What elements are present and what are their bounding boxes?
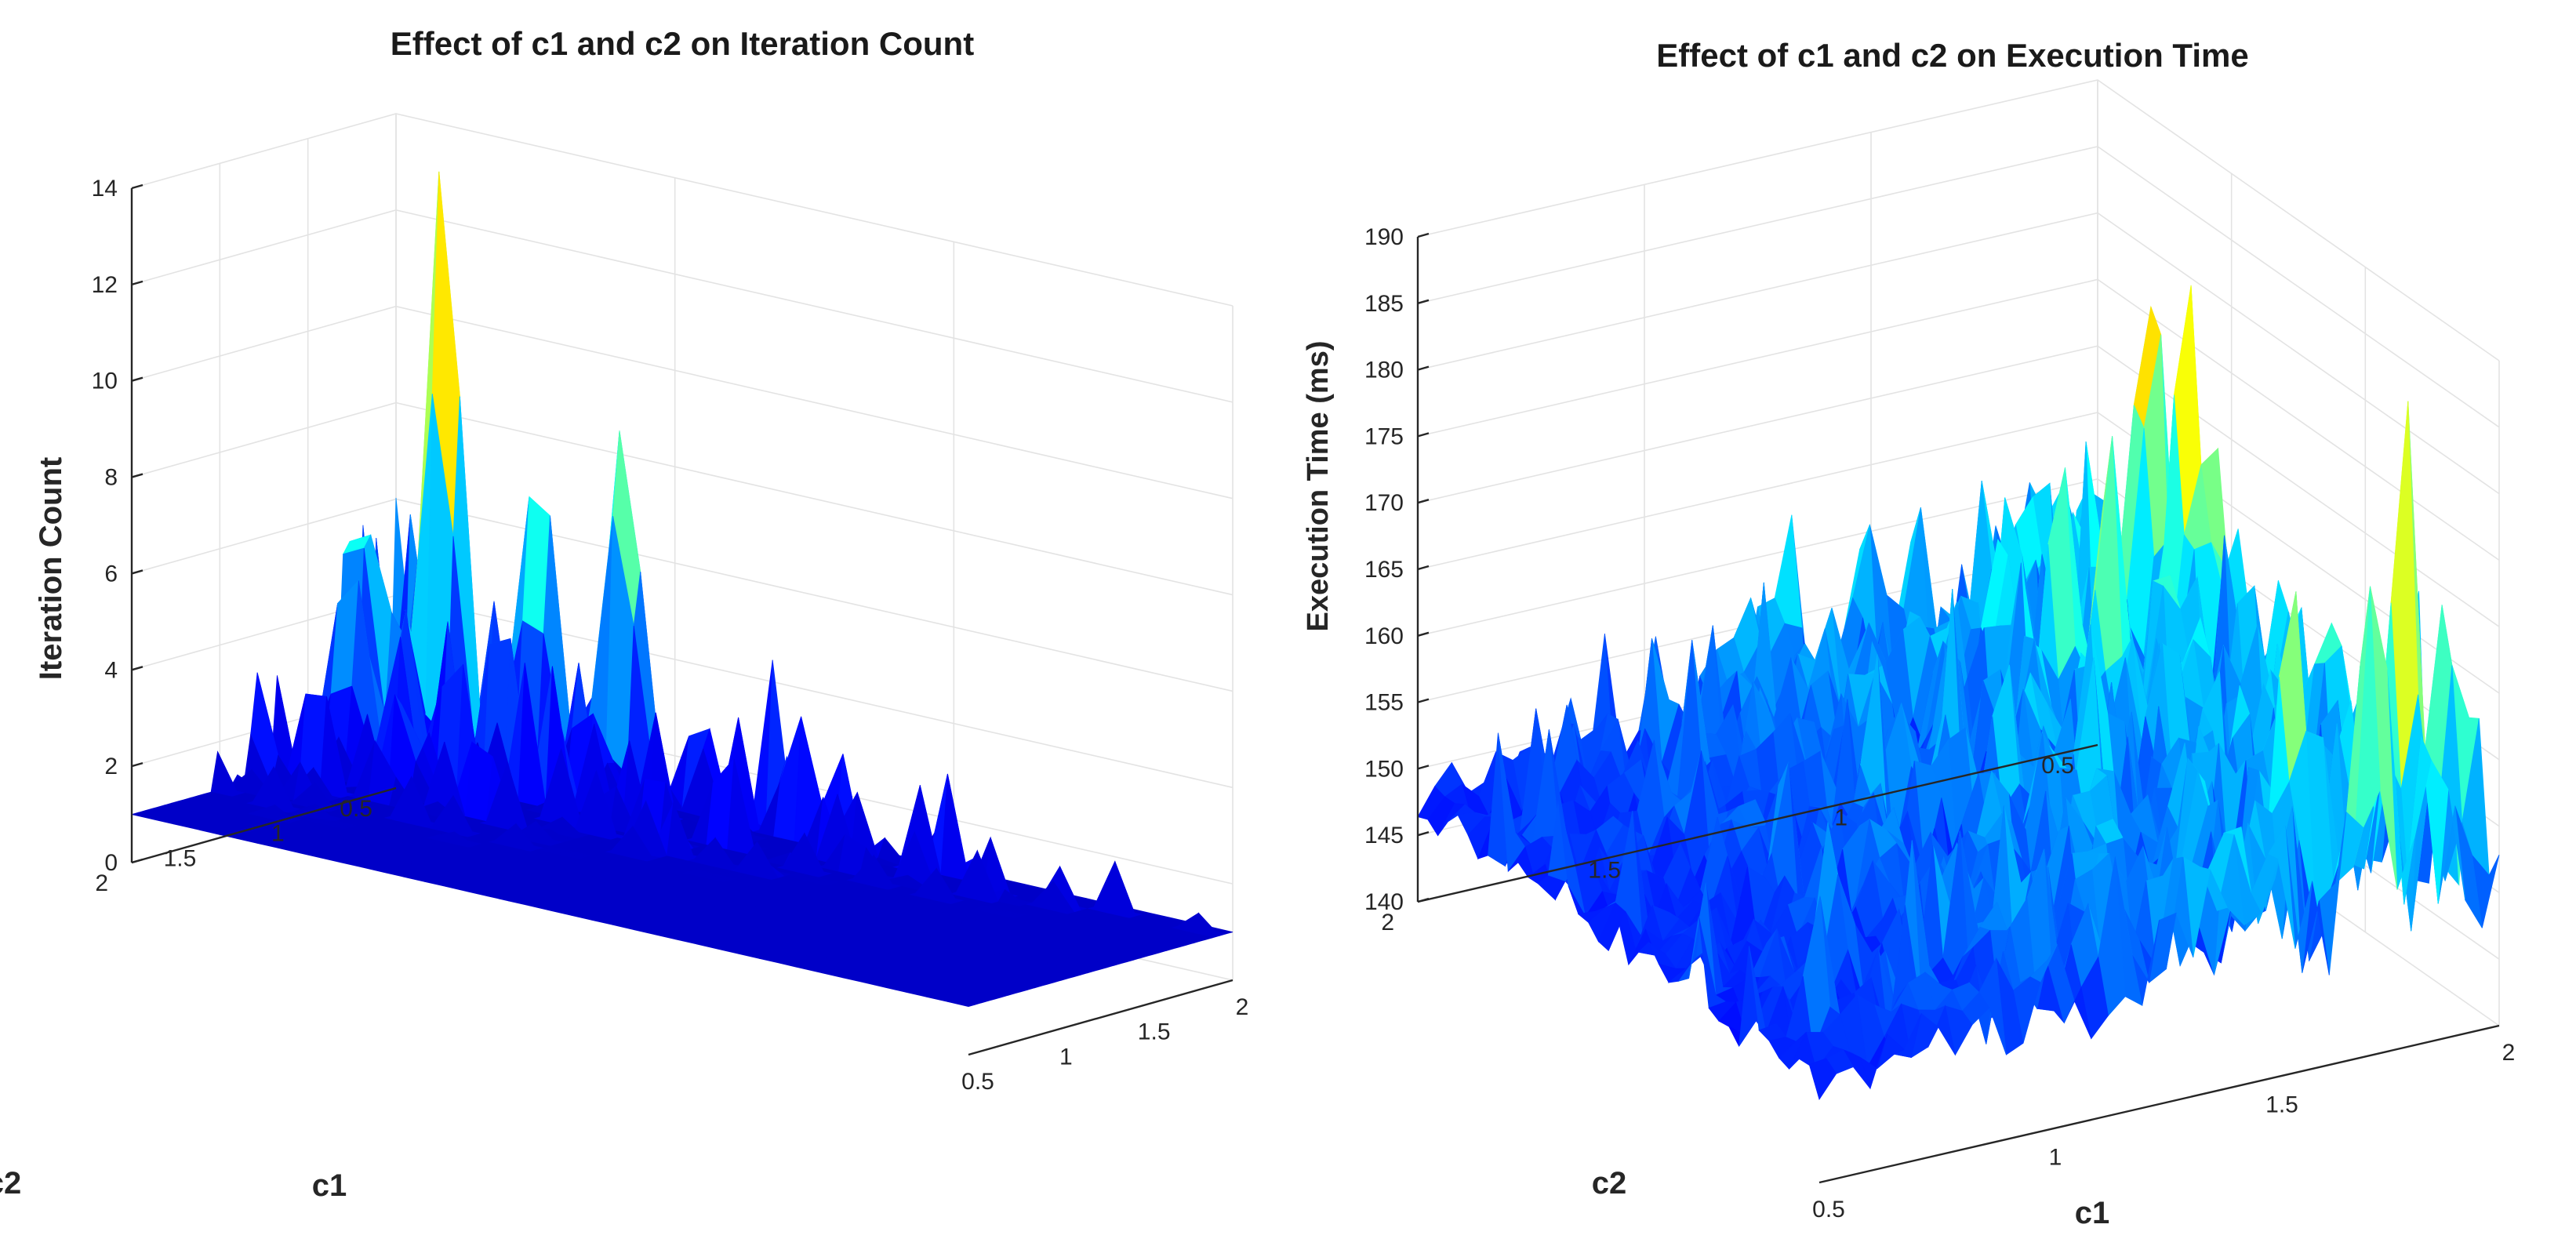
z-tick-mark [1417,432,1430,438]
c2-tick-label: 2 [95,870,108,896]
z-tick-mark [1417,365,1430,371]
execution-time-plot: Effect of c1 and c2 on Execution Time 14… [1302,37,2515,1230]
z-tick-mark [1417,631,1430,637]
z-tick-label: 140 [1364,889,1404,915]
c1-tick-label: 1 [2049,1144,2062,1170]
z-tick-mark [131,376,144,382]
z-tick-mark [1417,232,1430,238]
c1-tick-label: 1.5 [2265,1092,2298,1118]
z-tick-label: 170 [1364,490,1404,516]
z-tick-label: 165 [1364,557,1404,583]
c2-tick-label: 1 [1834,805,1848,831]
c1-tick-label: 1.5 [1138,1019,1171,1045]
x-axis-label: c1 [312,1168,347,1203]
c2-tick-label: 2 [1381,910,1394,935]
c2-tick-label: 0.5 [2041,753,2074,779]
axes-lines [130,183,1234,1056]
surface-mesh [131,171,1234,1008]
c2-tick-label: 1 [271,821,285,847]
y-axis-label: c2 [0,1166,21,1201]
surface-patch [947,999,976,1008]
z-tick-label: 8 [104,465,118,491]
tick-labels: 140 145 150 155 160 165 170 175 180 185 190 0.5 1 1.5… [1364,224,2515,1222]
z-axis-label: Execution Time (ms) [1302,341,1335,632]
surface-patch [1808,1058,1837,1100]
c1-axis-line [1818,1024,2500,1184]
z-tick-label: 6 [104,561,118,587]
c2-axis-line [1417,743,2098,903]
z-tick-label: 150 [1364,756,1404,782]
axes-lines [1416,232,2500,1184]
z-tick-mark [1417,698,1430,703]
z-tick-label: 160 [1364,623,1404,649]
z-tick-label: 145 [1364,823,1404,848]
c2-tick-label: 0.5 [340,796,372,822]
z-tick-label: 2 [104,754,118,779]
z-tick-label: 14 [92,176,118,202]
z-tick-mark [131,183,144,190]
surface-mesh [1417,285,2500,1100]
c1-tick-label: 0.5 [1812,1197,1845,1222]
chart-title: Effect of c1 and c2 on Iteration Count [391,25,974,62]
z-tick-mark [1417,831,1430,837]
y-axis-label: c2 [1592,1166,1627,1201]
z-tick-label: 175 [1364,423,1404,449]
z-axis-label: Iteration Count [34,457,68,680]
z-tick-mark [131,569,144,575]
chart-title: Effect of c1 and c2 on Execution Time [1656,37,2248,74]
z-tick-mark [131,761,144,768]
z-tick-mark [1417,299,1430,304]
c1-tick-label: 1 [1059,1044,1073,1070]
c1-tick-label: 0.5 [961,1069,994,1095]
c1-tick-label: 2 [1236,994,1249,1020]
c1-tick-label: 2 [2502,1040,2516,1066]
z-tick-mark [1417,765,1430,770]
iteration-count-plot: Effect of c1 and c2 on Iteration Count 0… [0,25,1248,1203]
z-tick-label: 180 [1364,358,1404,383]
z-tick-label: 190 [1364,224,1404,250]
x-axis-label: c1 [2075,1196,2110,1230]
z-tick-label: 0 [104,850,118,876]
z-tick-label: 155 [1364,690,1404,716]
z-tick-mark [1417,565,1430,571]
z-tick-mark [1417,897,1430,903]
z-tick-mark [131,473,144,478]
z-tick-mark [131,858,144,864]
z-tick-mark [131,666,144,671]
z-tick-mark [1417,499,1430,504]
c2-tick-label: 1.5 [164,845,197,871]
c1-axis-line [968,979,1234,1056]
z-tick-label: 12 [92,272,118,298]
z-tick-mark [131,280,144,286]
c2-tick-label: 1.5 [1588,857,1621,883]
z-tick-label: 185 [1364,291,1404,317]
z-tick-label: 10 [92,369,118,394]
z-tick-label: 4 [104,657,118,683]
c2-axis-line [131,787,397,864]
